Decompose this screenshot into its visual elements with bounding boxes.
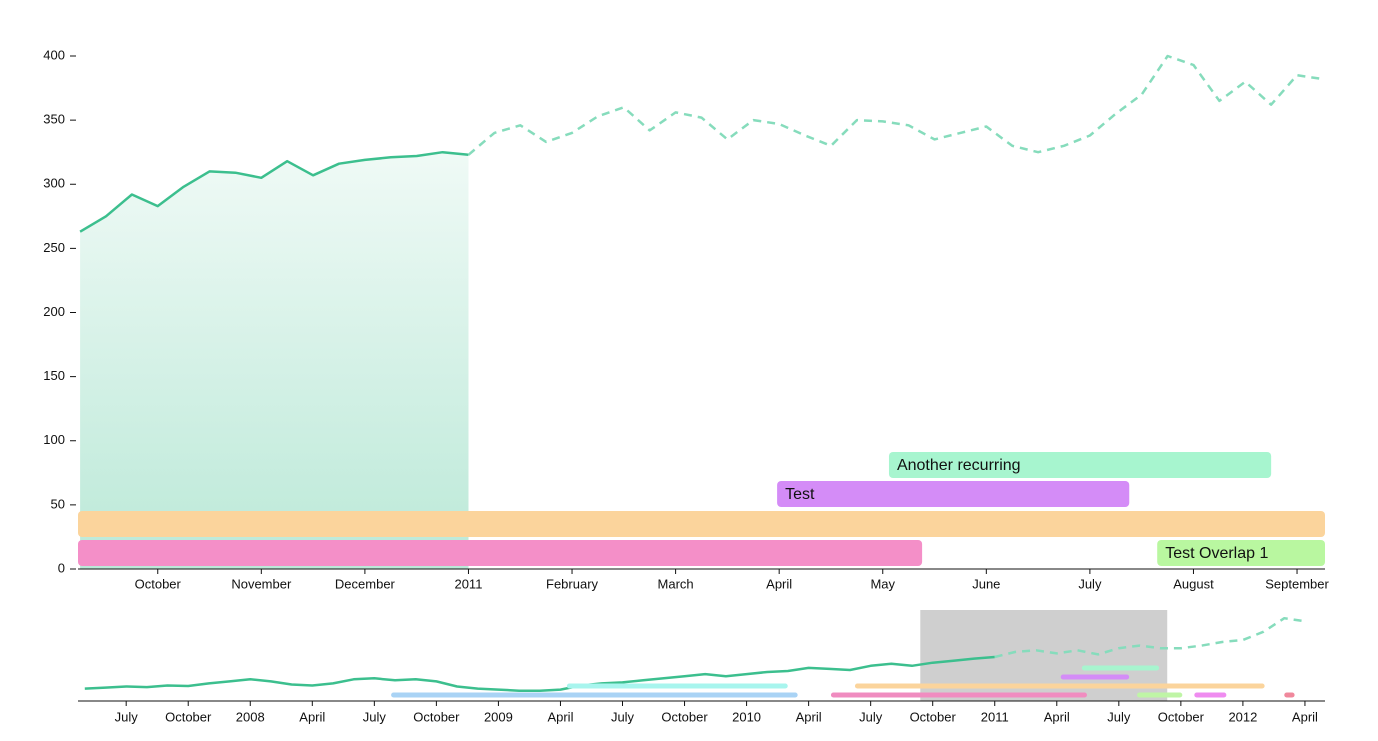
event-bar [830,692,1087,698]
y-tick-label: 300 [43,176,65,191]
y-tick-label: 150 [43,368,65,383]
x-tick-label: 2011 [454,576,482,591]
line [84,655,995,692]
event-bar [78,540,923,566]
event-bar [1060,674,1130,680]
x-tick-label: October [1158,709,1205,724]
line [79,150,469,233]
x-tick-label: February [546,576,599,591]
x-tick-label: July [363,709,387,724]
y-tick-label: 400 [43,47,65,62]
x-tick-label: March [658,576,694,591]
event-label: Test [785,486,815,503]
x-tick-label: October [135,576,182,591]
plot: Test Overlap 1 Test Another recurring [78,54,1325,569]
event-bar [1284,692,1295,698]
event-bar [566,683,788,689]
x-tick-label: October [165,709,212,724]
event-bar [1137,692,1183,698]
x-tick-label: June [972,576,1000,591]
x-tick-label: 2011 [981,709,1009,724]
event-label: Test Overlap 1 [1165,545,1268,562]
y-tick-label: 250 [43,240,65,255]
x-tick-label: July [1078,576,1102,591]
x-tick-label: July [115,709,139,724]
x-tick-label: August [1173,576,1214,591]
plot [84,610,1306,701]
line [467,54,1324,156]
area [80,152,469,569]
y-tick-label: 50 [51,496,65,511]
y-tick-label: 350 [43,112,65,127]
event-bar [888,452,1272,478]
event-bar [1194,692,1227,698]
y-tick-label: 0 [58,560,65,575]
event-bar [78,511,1325,537]
x-tick-label: July [859,709,883,724]
event-bar [1081,665,1160,671]
x-tick-label: April [299,709,325,724]
x-tick-label: April [1292,709,1318,724]
x-tick-label: July [1107,709,1131,724]
x-tick-label: October [413,709,460,724]
x-tick-label: April [1044,709,1070,724]
y-tick-label: 200 [43,304,65,319]
x-tick-label: April [796,709,822,724]
line [994,616,1306,659]
event-label: Another recurring [897,457,1021,474]
y-tick-label: 100 [43,432,65,447]
x-tick-label: 2009 [484,709,513,724]
x-tick-label: November [231,576,292,591]
x-tick-label: 2012 [1228,709,1257,724]
x-tick-label: May [870,576,895,591]
x-tick-label: 2008 [236,709,265,724]
event-bar [777,481,1130,507]
event-bar [391,692,798,698]
event-bar [854,683,1265,689]
x-tick-label: October [661,709,708,724]
x-tick-label: April [547,709,573,724]
x-tick-label: December [335,576,396,591]
x-tick-label: April [766,576,792,591]
x-tick-label: 2010 [732,709,761,724]
event-bar [1157,540,1325,566]
x-tick-label: September [1265,576,1329,591]
x-tick-label: October [910,709,957,724]
x-tick-label: July [611,709,635,724]
